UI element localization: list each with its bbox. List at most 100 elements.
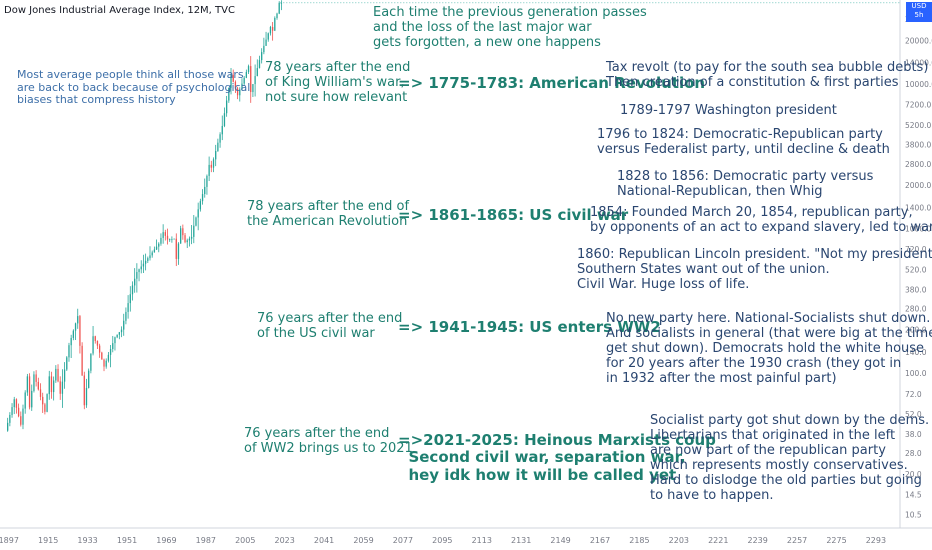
chart-symbol-title[interactable]: Dow Jones Industrial Average Index, 12M,… [4, 5, 235, 16]
candle-body [276, 13, 278, 18]
candle-body [138, 269, 140, 273]
candle-body [158, 243, 160, 247]
candle-body [134, 278, 136, 286]
candle-body [149, 255, 151, 259]
y-tick-label: 5200.0 [905, 121, 931, 130]
candle-body [195, 217, 197, 226]
candle-body [13, 399, 15, 408]
history-bias-annotation: Most average people think all those wars… [17, 68, 251, 107]
candle-body [173, 238, 175, 240]
candle-body [118, 332, 120, 335]
candle-body [250, 66, 252, 93]
y-tick-label: 280.0 [905, 304, 927, 313]
candle-body [186, 240, 188, 243]
x-tick-label: 2185 [629, 536, 649, 545]
candle-body [236, 88, 239, 96]
candle-body [201, 194, 204, 202]
lincoln-note: 1860: Republican Lincoln president. "Not… [577, 247, 932, 292]
y-tick-label: 720.0 [905, 245, 927, 254]
candle-body [81, 345, 83, 376]
candle-body [74, 323, 77, 331]
candle-body [15, 399, 18, 408]
x-tick-label: 1933 [77, 536, 97, 545]
washington-note: 1789-1797 Washington president [620, 103, 837, 118]
candle-body [269, 27, 272, 34]
candle-body [171, 238, 173, 240]
candle-body [175, 238, 177, 259]
national-republican-note: 1828 to 1856: Democratic party versus Na… [617, 169, 874, 199]
candle-body [258, 60, 261, 69]
candle-body [252, 84, 254, 93]
candle-body [96, 340, 99, 346]
candle-body [232, 75, 234, 82]
candle-body [68, 345, 70, 358]
x-tick-label: 2095 [432, 536, 452, 545]
x-tick-label: 1987 [196, 536, 216, 545]
y-tick-label: 380.0 [905, 285, 927, 294]
candle-body [63, 369, 66, 382]
candle-body [107, 354, 110, 361]
y-tick-label: 28.0 [905, 449, 922, 458]
y-tick-label: 20.0 [905, 470, 922, 479]
marxist-coup-label: =>2021-2025: Heinous Marxists coup Secon… [398, 431, 716, 484]
candle-body [77, 316, 79, 324]
x-tick-label: 2239 [747, 536, 767, 545]
candle-body [72, 330, 75, 338]
currency-label: USD [911, 2, 927, 10]
candle-body [228, 87, 230, 101]
y-tick-label: 140.0 [905, 348, 927, 357]
candle-body [123, 320, 125, 330]
candle-body [271, 27, 274, 31]
candle-body [212, 159, 215, 168]
candle-body [26, 376, 29, 393]
candle-body [182, 228, 184, 236]
x-tick-label: 2113 [472, 536, 492, 545]
x-tick-label: 2275 [826, 536, 846, 545]
x-tick-label: 2023 [274, 536, 294, 545]
candle-body [48, 376, 50, 395]
candle-body [274, 17, 276, 31]
x-tick-label: 2203 [669, 536, 689, 545]
candle-body [37, 381, 39, 390]
candle-body [17, 407, 20, 417]
y-tick-label: 1400.0 [905, 203, 931, 212]
y-tick-label: 2800.0 [905, 160, 931, 169]
candle-body [136, 272, 138, 279]
candle-body [90, 353, 92, 371]
candle-body [98, 345, 101, 353]
x-tick-label: 1969 [156, 536, 176, 545]
candle-body [162, 232, 164, 238]
candle-body [61, 381, 64, 394]
candle-body [103, 359, 105, 367]
candle-body [39, 389, 42, 397]
x-tick-label: 2257 [787, 536, 807, 545]
x-tick-label: 2149 [550, 536, 570, 545]
candle-body [83, 375, 85, 406]
candle-body [105, 360, 107, 367]
civil-war-gap-annotation: 76 years after the end of the US civil w… [257, 311, 403, 341]
candle-body [215, 150, 217, 160]
candle-body [114, 337, 116, 344]
candle-body [85, 387, 88, 406]
candle-body [88, 370, 90, 388]
candle-body [188, 238, 191, 241]
candle-body [241, 83, 243, 90]
socialist-party-note: Socialist party got shut down by the dem… [650, 413, 930, 503]
y-tick-label: 14.5 [905, 490, 922, 499]
currency-badge[interactable]: USD 5h [906, 2, 932, 22]
x-tick-label: 2041 [314, 536, 334, 545]
candle-body [125, 311, 127, 321]
y-tick-label: 10000.0 [905, 80, 932, 89]
candle-body [263, 45, 265, 53]
republican-founding-note: 1854: Founded March 20, 1854, republican… [590, 205, 932, 235]
candle-body [204, 186, 206, 195]
candle-body [59, 381, 61, 394]
y-tick-label: 100.0 [905, 369, 927, 378]
candle-body [280, 2, 283, 4]
x-tick-label: 1915 [38, 536, 58, 545]
candle-body [245, 71, 248, 78]
candle-body [254, 76, 256, 85]
y-tick-label: 20000.0 [905, 36, 932, 45]
candle-body [225, 100, 228, 114]
